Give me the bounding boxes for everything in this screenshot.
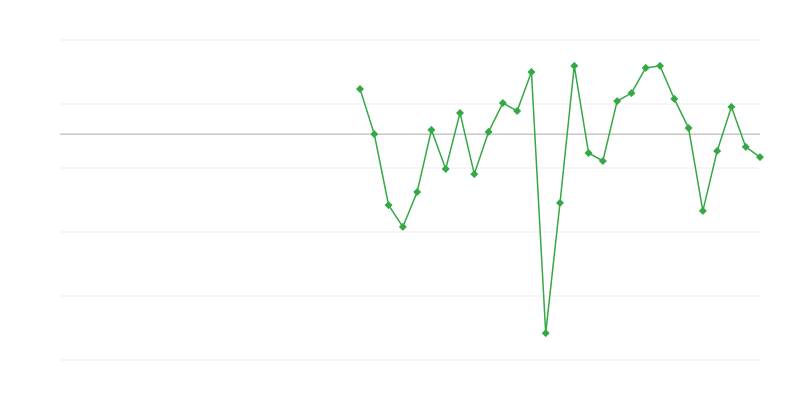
point-marker — [713, 147, 722, 156]
point-marker — [570, 61, 579, 70]
point-marker — [470, 170, 479, 179]
point-marker — [384, 201, 393, 210]
point-marker — [427, 125, 436, 134]
point-marker — [441, 164, 450, 173]
point-marker — [613, 97, 622, 106]
point-marker — [741, 142, 750, 151]
point-marker — [670, 94, 679, 103]
point-marker — [513, 107, 522, 116]
point-marker — [398, 222, 407, 231]
point-marker — [484, 127, 493, 136]
point-marker — [356, 84, 364, 93]
point-marker — [527, 68, 536, 76]
point-marker — [727, 102, 736, 111]
point-marker — [541, 329, 550, 338]
point-marker — [656, 61, 664, 70]
point-marker — [627, 89, 636, 98]
point-marker — [684, 124, 693, 132]
point-marker — [641, 63, 650, 72]
point-marker — [598, 156, 607, 165]
point-marker — [584, 148, 593, 157]
point-marker — [756, 153, 764, 162]
point-marker — [556, 198, 564, 207]
point-marker — [456, 108, 464, 117]
point-marker — [413, 188, 422, 196]
point-marker — [370, 130, 379, 139]
point-marker — [498, 99, 507, 108]
point-marker — [698, 206, 707, 215]
